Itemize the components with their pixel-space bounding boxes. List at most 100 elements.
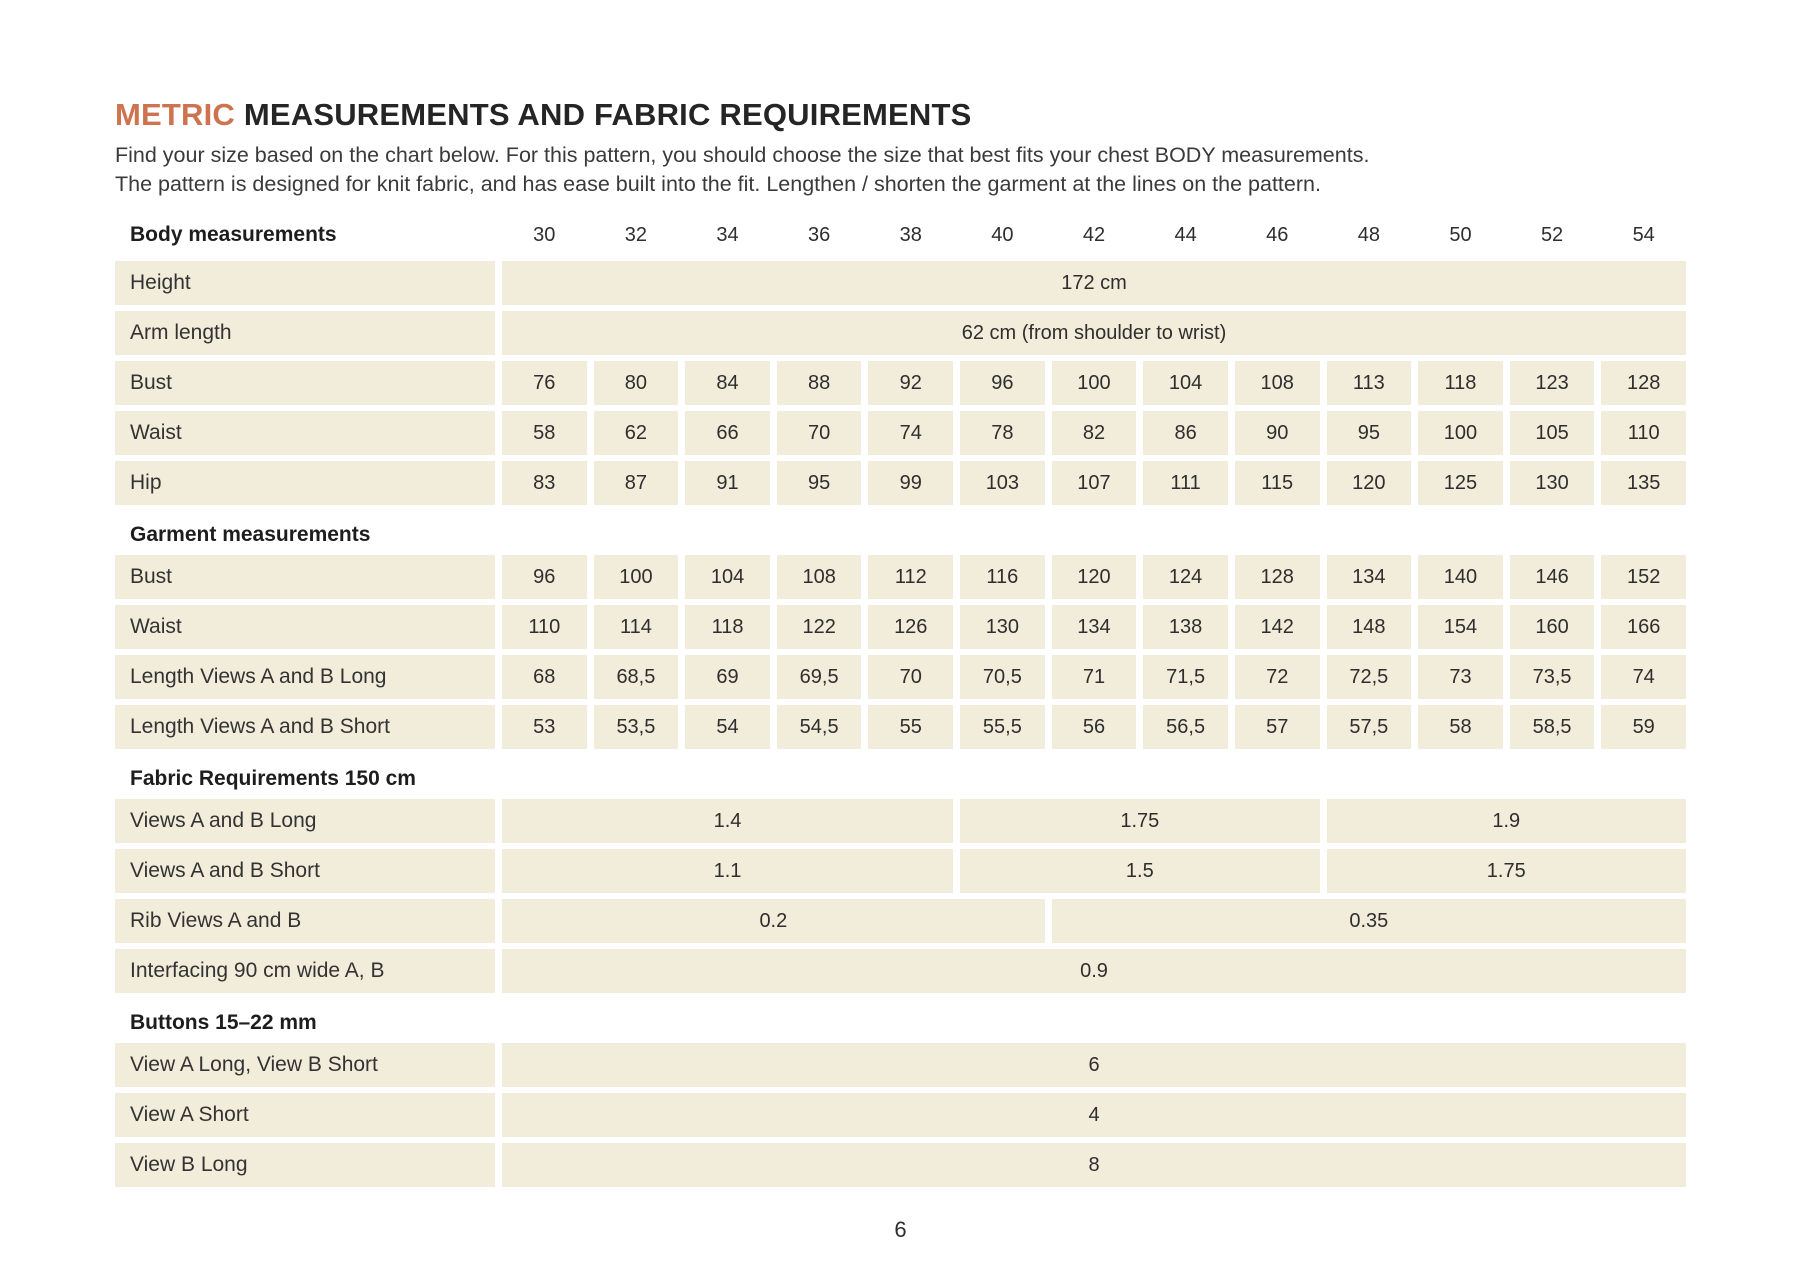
intro-line-1: Find your size based on the chart below.… bbox=[115, 143, 1370, 167]
value-cell: 135 bbox=[1601, 461, 1686, 505]
value-cell: 82 bbox=[1051, 411, 1137, 455]
value-cell: 68 bbox=[502, 655, 587, 699]
value-cell-span: 1.9 bbox=[1326, 799, 1686, 843]
measurement-table: Body measurements 30 32 34 36 38 40 42 44 46 48 50 5… bbox=[115, 215, 1686, 1187]
value-cell: 138 bbox=[1143, 605, 1228, 649]
row-label: Views A and B Short bbox=[115, 849, 495, 893]
value-cell: 110 bbox=[1601, 411, 1686, 455]
row-label: Waist bbox=[115, 605, 495, 649]
value-cell: 120 bbox=[1051, 555, 1137, 599]
value-cell: 128 bbox=[1234, 555, 1320, 599]
value-cell: 86 bbox=[1143, 411, 1228, 455]
value-cell: 125 bbox=[1418, 461, 1503, 505]
size-column-header: 44 bbox=[1174, 223, 1197, 246]
value-cell: 70 bbox=[868, 655, 954, 699]
value-cell-span: 1.75 bbox=[960, 799, 1320, 843]
value-cell: 103 bbox=[960, 461, 1045, 505]
value-cell-span: 1.5 bbox=[960, 849, 1320, 893]
value-cell: 130 bbox=[960, 605, 1045, 649]
value-cell: 87 bbox=[593, 461, 679, 505]
value-cell: 104 bbox=[685, 555, 770, 599]
row-label: Views A and B Long bbox=[115, 799, 495, 843]
value-cell: 126 bbox=[868, 605, 954, 649]
size-column-header: 52 bbox=[1540, 223, 1564, 246]
value-cell: 76 bbox=[502, 361, 587, 405]
value-cell: 71 bbox=[1051, 655, 1137, 699]
size-column-header: 32 bbox=[624, 223, 648, 246]
value-cell: 146 bbox=[1509, 555, 1595, 599]
value-cell: 100 bbox=[1418, 411, 1503, 455]
value-cell: 74 bbox=[1601, 655, 1686, 699]
value-cell: 115 bbox=[1234, 461, 1320, 505]
size-column-header: 38 bbox=[899, 223, 922, 246]
value-cell-full-span: 8 bbox=[502, 1143, 1686, 1187]
row-label: Length Views A and B Long bbox=[115, 655, 495, 699]
size-column-header: 36 bbox=[808, 223, 831, 246]
row-label: Interfacing 90 cm wide A, B bbox=[115, 949, 495, 993]
value-cell: 58 bbox=[1418, 705, 1503, 749]
value-cell: 54 bbox=[685, 705, 770, 749]
size-column-header: 48 bbox=[1357, 223, 1380, 246]
value-cell: 58,5 bbox=[1509, 705, 1595, 749]
value-cell: 62 bbox=[593, 411, 679, 455]
value-cell: 95 bbox=[776, 461, 862, 505]
value-cell: 90 bbox=[1234, 411, 1320, 455]
value-cell: 130 bbox=[1509, 461, 1595, 505]
value-cell: 111 bbox=[1143, 461, 1228, 505]
value-cell-span: 0.2 bbox=[502, 899, 1045, 943]
value-cell: 88 bbox=[776, 361, 862, 405]
value-cell: 57 bbox=[1234, 705, 1320, 749]
value-cell: 72,5 bbox=[1326, 655, 1412, 699]
row-label: Arm length bbox=[115, 311, 495, 355]
value-cell: 122 bbox=[776, 605, 862, 649]
row-label: View B Long bbox=[115, 1143, 495, 1187]
value-cell: 69 bbox=[685, 655, 770, 699]
value-cell: 59 bbox=[1601, 705, 1686, 749]
value-cell: 73,5 bbox=[1509, 655, 1595, 699]
value-cell-span: 1.4 bbox=[502, 799, 954, 843]
value-cell: 134 bbox=[1326, 555, 1412, 599]
intro-line-2: The pattern is designed for knit fabric,… bbox=[115, 172, 1321, 196]
value-cell: 108 bbox=[1234, 361, 1320, 405]
value-cell: 84 bbox=[685, 361, 770, 405]
value-cell-full-span: 0.9 bbox=[502, 949, 1686, 993]
row-label: Waist bbox=[115, 411, 495, 455]
value-cell-full-span: 6 bbox=[502, 1043, 1686, 1087]
size-column-header: 46 bbox=[1266, 223, 1289, 246]
page-number: 6 bbox=[894, 1217, 907, 1242]
value-cell: 78 bbox=[960, 411, 1045, 455]
value-cell-full-span: 4 bbox=[502, 1093, 1686, 1137]
value-cell: 123 bbox=[1509, 361, 1595, 405]
value-cell: 104 bbox=[1143, 361, 1228, 405]
row-label: View A Long, View B Short bbox=[115, 1043, 495, 1087]
value-cell: 95 bbox=[1326, 411, 1412, 455]
row-label: Rib Views A and B bbox=[115, 899, 495, 943]
value-cell: 74 bbox=[868, 411, 954, 455]
row-label: Bust bbox=[115, 361, 495, 405]
value-cell: 69,5 bbox=[776, 655, 862, 699]
value-cell: 160 bbox=[1509, 605, 1595, 649]
value-cell: 66 bbox=[685, 411, 770, 455]
value-cell: 100 bbox=[1051, 361, 1137, 405]
value-cell: 91 bbox=[685, 461, 770, 505]
value-cell: 113 bbox=[1326, 361, 1412, 405]
value-cell: 128 bbox=[1601, 361, 1686, 405]
section-header: Fabric Requirements 150 cm bbox=[130, 767, 416, 790]
value-cell: 73 bbox=[1418, 655, 1503, 699]
size-column-header: 40 bbox=[991, 223, 1014, 246]
value-cell: 110 bbox=[502, 605, 587, 649]
value-cell: 152 bbox=[1601, 555, 1686, 599]
value-cell: 99 bbox=[868, 461, 954, 505]
row-label: Bust bbox=[115, 555, 495, 599]
table-header-label: Body measurements bbox=[130, 223, 337, 246]
value-cell: 154 bbox=[1418, 605, 1503, 649]
value-cell: 100 bbox=[593, 555, 679, 599]
size-column-header: 50 bbox=[1449, 223, 1472, 246]
size-column-header: 42 bbox=[1082, 223, 1106, 246]
value-cell: 54,5 bbox=[776, 705, 862, 749]
page-title-main: MEASUREMENTS AND FABRIC REQUIREMENTS bbox=[235, 97, 972, 132]
value-cell: 140 bbox=[1418, 555, 1503, 599]
value-cell: 83 bbox=[502, 461, 587, 505]
value-cell: 96 bbox=[502, 555, 587, 599]
value-cell: 116 bbox=[960, 555, 1045, 599]
